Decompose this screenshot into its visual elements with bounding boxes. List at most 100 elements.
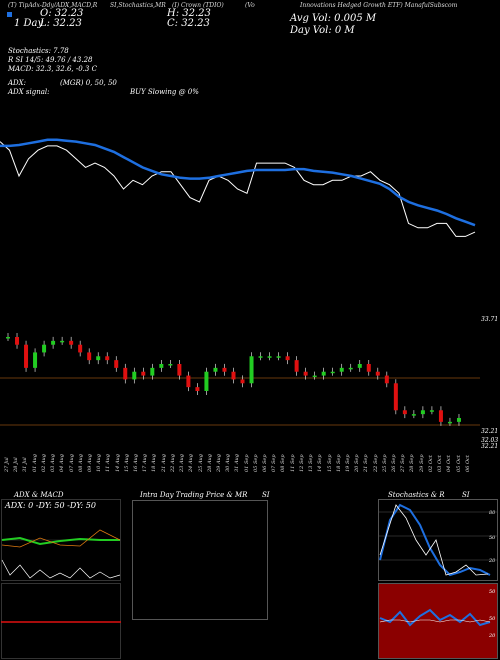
rsi-signal-line bbox=[379, 619, 491, 623]
intraday-panel-title: Intra Day Trading Price & MR bbox=[140, 491, 248, 499]
candle-body bbox=[24, 344, 29, 368]
high-price-label: H: 32.23 bbox=[167, 8, 211, 19]
adx-line bbox=[1, 559, 121, 579]
header-title-1: (T) TipAdx-Ddy/ADX,MACD,R bbox=[8, 2, 98, 9]
candle-body bbox=[42, 344, 47, 353]
candle-body bbox=[123, 367, 128, 380]
candle-body bbox=[429, 410, 434, 412]
rsi-level-low: 20 bbox=[489, 633, 496, 639]
header-title-2: SI,Stochastics,MR bbox=[110, 2, 166, 9]
macd-label: MACD: 32.3, 32.6, -0.3 C bbox=[8, 65, 97, 73]
candle-body bbox=[294, 360, 299, 372]
adx-panel-values: ADX: 0 -DY: 50 -DY: 50 bbox=[5, 501, 96, 510]
candle-body bbox=[231, 371, 236, 380]
low-price-label: L: 32.23 bbox=[40, 18, 82, 29]
header-title-4: (Vo bbox=[245, 2, 255, 9]
rsi-level-top: 50 bbox=[489, 589, 496, 595]
candle-body bbox=[168, 364, 173, 366]
candle-body bbox=[267, 356, 272, 358]
candle-body bbox=[411, 414, 416, 416]
candle-body bbox=[375, 371, 380, 376]
stoch-level-20: 20 bbox=[489, 558, 496, 564]
candle-body bbox=[15, 337, 20, 345]
header-title-3: (I) Crown (TDIO) bbox=[172, 2, 224, 9]
candle-body bbox=[240, 379, 245, 384]
candle-body bbox=[420, 410, 425, 415]
candle-body bbox=[105, 356, 110, 361]
candle-body bbox=[456, 418, 461, 422]
price-label-top: 33.71 bbox=[481, 316, 499, 323]
adx-signal-label: ADX signal: bbox=[8, 88, 50, 96]
price-label-3: 32.21 bbox=[481, 443, 499, 450]
adx-minus-line bbox=[1, 529, 121, 548]
candle-body bbox=[159, 364, 164, 368]
rsi-label: R SI 14/5: 49.76 / 43.28 bbox=[8, 56, 93, 64]
price-label-2: 32.03 bbox=[481, 437, 499, 444]
day-vol-label: Day Vol: 0 M bbox=[290, 25, 355, 36]
candle-body bbox=[321, 371, 326, 376]
adx-panel-title: ADX & MACD bbox=[14, 491, 64, 499]
candle-body bbox=[33, 352, 38, 368]
candle-body bbox=[393, 383, 398, 411]
rsi-level-mid: 50 bbox=[489, 616, 496, 622]
candle-body bbox=[78, 344, 83, 353]
candle-body bbox=[276, 356, 281, 358]
candle-body bbox=[87, 352, 92, 361]
adx-label: ADX: bbox=[8, 79, 27, 87]
candle-body bbox=[348, 367, 353, 370]
stoch-d-line bbox=[379, 504, 489, 576]
candle-body bbox=[285, 356, 290, 361]
candle-body bbox=[186, 375, 191, 388]
candle-body bbox=[402, 410, 407, 415]
stochastics-panel bbox=[378, 499, 498, 581]
candle-body bbox=[222, 367, 227, 372]
avg-vol-label: Avg Vol: 0.005 M bbox=[290, 13, 377, 24]
candle-body bbox=[366, 364, 371, 372]
stoch-si-label: SI bbox=[462, 491, 470, 499]
candle-body bbox=[204, 371, 209, 391]
candle-body bbox=[6, 337, 10, 339]
stochastics-label: Stochastics: 7.78 bbox=[8, 47, 69, 55]
candle-body bbox=[114, 360, 119, 368]
intraday-si-label: SI bbox=[262, 491, 270, 499]
candle-body bbox=[195, 387, 200, 391]
series-line-1 bbox=[0, 138, 476, 227]
candle-body bbox=[312, 375, 317, 378]
macd-panel bbox=[1, 583, 121, 659]
candle-body bbox=[339, 367, 344, 372]
intraday-panel bbox=[132, 500, 268, 620]
header-title-5: Innovations Hedged Growth ETF) ManafulSu… bbox=[300, 2, 458, 9]
open-price-label: O: 32.23 bbox=[40, 8, 84, 19]
candle-body bbox=[141, 371, 146, 376]
candle-body bbox=[438, 410, 443, 422]
buy-signal-label: BUY Slowing @ 0% bbox=[130, 88, 199, 96]
adx-plus-line bbox=[1, 536, 120, 546]
stoch-level-50: 50 bbox=[489, 535, 496, 541]
day-label: 1 Day bbox=[14, 18, 44, 29]
candle-body bbox=[213, 367, 218, 372]
candle-body bbox=[150, 367, 155, 376]
stoch-level-80: 80 bbox=[489, 510, 496, 516]
candle-body bbox=[303, 371, 308, 376]
candle-body bbox=[384, 375, 389, 384]
candle-body bbox=[447, 421, 452, 424]
series-line-0 bbox=[0, 141, 476, 237]
mgr-label: (MGR) 0, 50, 50 bbox=[60, 79, 117, 87]
close-price-label: C: 32.23 bbox=[167, 18, 210, 29]
candle-body bbox=[357, 364, 362, 368]
rsi-panel bbox=[378, 583, 498, 659]
candle-body bbox=[96, 356, 101, 361]
stoch-k-line bbox=[379, 503, 491, 577]
legend-square bbox=[7, 12, 12, 17]
rsi-line bbox=[379, 608, 491, 627]
price-line-chart bbox=[0, 138, 476, 237]
candle-body bbox=[60, 340, 65, 343]
candle-body bbox=[258, 356, 263, 358]
candle-body bbox=[249, 356, 254, 384]
candlestick-chart bbox=[0, 333, 480, 426]
candle-body bbox=[177, 364, 182, 376]
candle-body bbox=[132, 371, 137, 380]
candle-body bbox=[330, 371, 335, 374]
stoch-panel-title: Stochastics & R bbox=[388, 491, 445, 499]
